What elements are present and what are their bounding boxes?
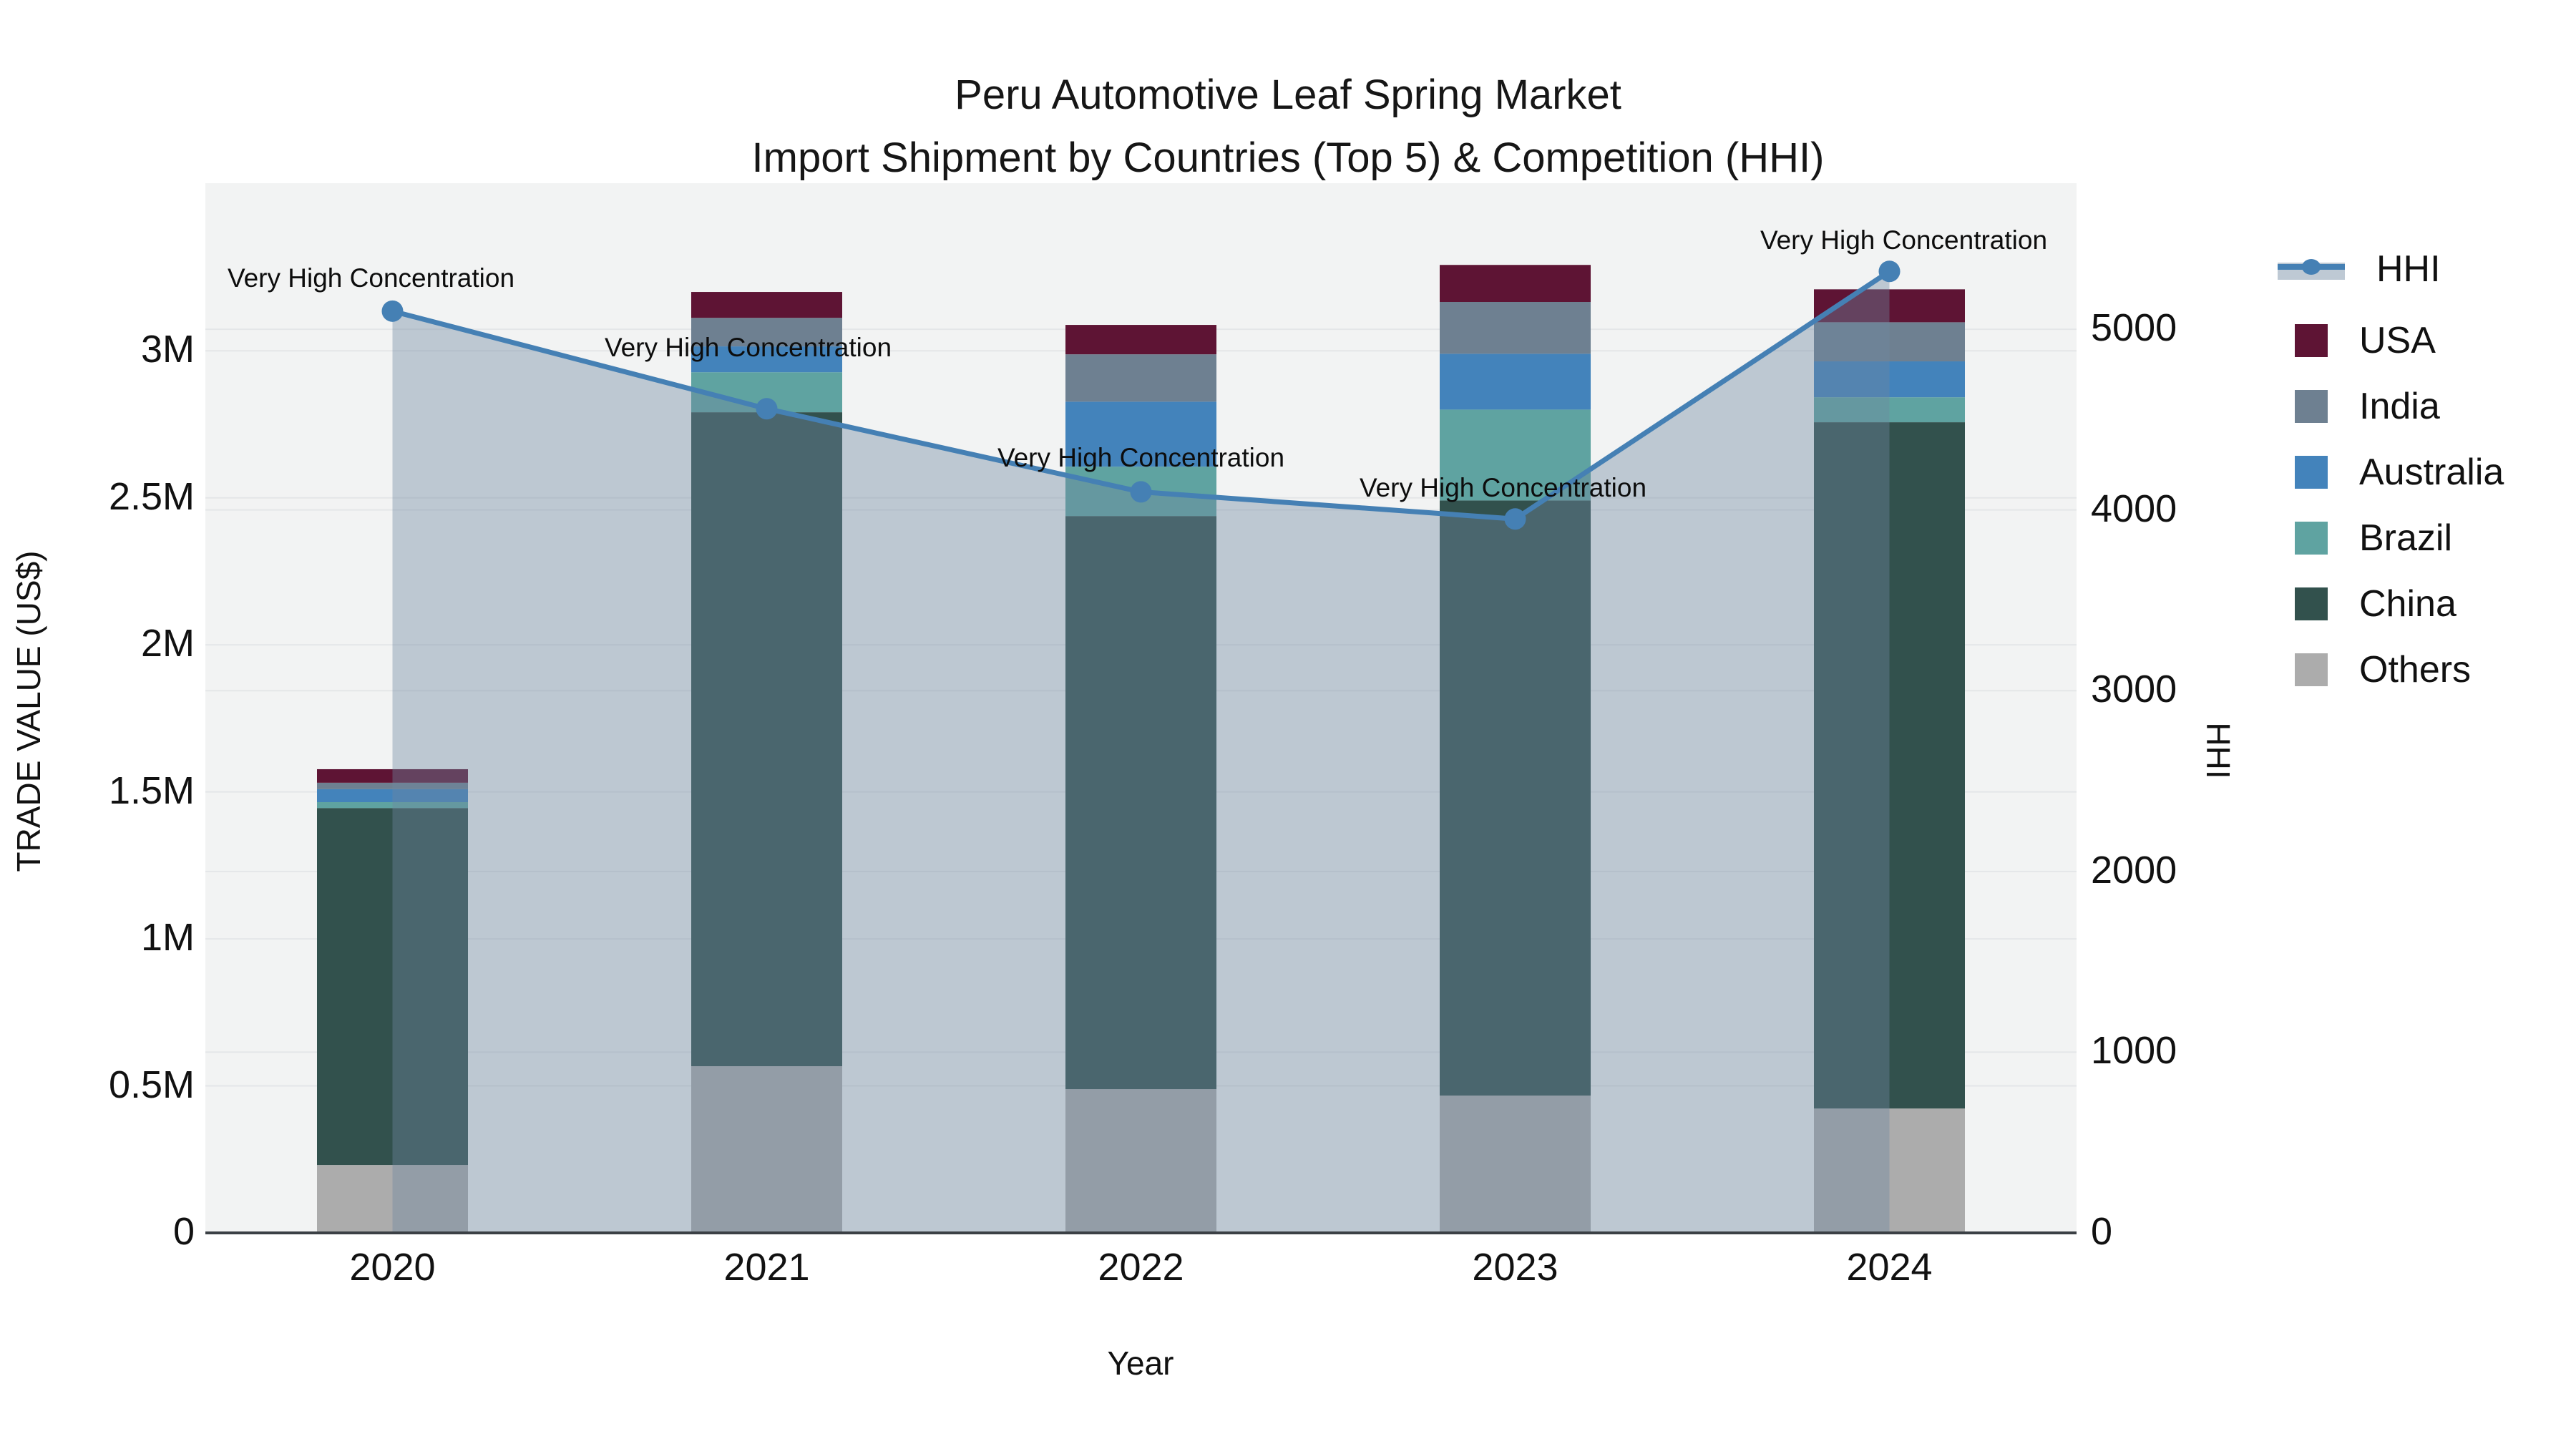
bar-segment-india-2024 [1814,322,1965,362]
legend-item-usa[interactable]: USA [2278,308,2436,374]
legend-label-australia: Australia [2359,452,2504,493]
x-tick-2022: 2022 [1098,1246,1184,1289]
legend-item-brazil[interactable]: Brazil [2278,505,2452,571]
bar-segment-india-2023 [1440,302,1591,354]
hhi-legend-icon [2278,259,2345,280]
bar-segment-others-2020 [317,1165,468,1233]
y-right-tick-1000: 1000 [2091,1029,2177,1073]
y-left-tick-3M: 3M [140,328,195,371]
bar-segment-usa-2022 [1065,325,1216,355]
x-axis-title: Year [1107,1345,1174,1382]
y-left-tick-0: 0 [172,1210,195,1253]
y-left-tick-1.5M: 1.5M [108,769,195,812]
chart-title-line2: Import Shipment by Countries (Top 5) & C… [751,135,1825,181]
x-tick-2023: 2023 [1472,1246,1558,1289]
legend-label-india: India [2359,386,2440,427]
annotation-2021: Very High Concentration [604,333,892,363]
hhi-marker-2024 [1878,260,1901,283]
legend-item-hhi[interactable]: HHI [2278,236,2441,302]
bar-segment-others-2024 [1814,1108,1965,1233]
x-tick-2024: 2024 [1846,1246,1933,1289]
bar-segment-india-2022 [1065,354,1216,402]
bar-segment-australia-2024 [1814,361,1965,398]
bar-segment-brazil-2024 [1814,397,1965,423]
legend-label-usa: USA [2359,320,2436,361]
y-right-tick-2000: 2000 [2091,848,2177,892]
bar-segment-usa-2021 [691,292,842,318]
legend-label-brazil: Brazil [2359,517,2453,559]
bar-segment-others-2023 [1440,1096,1591,1233]
y-axis-title-right: HHI [2200,722,2237,779]
hhi-marker-2021 [756,398,778,420]
bar-segment-brazil-2020 [317,801,468,809]
legend-item-others[interactable]: Others [2278,637,2471,703]
y-left-tick-2M: 2M [140,622,195,665]
bar-segment-india-2020 [317,782,468,789]
legend-swatch-australia [2295,456,2328,489]
y-left-tick-2.5M: 2.5M [108,474,195,518]
bar-segment-others-2021 [691,1066,842,1233]
legend-swatch-china [2295,587,2328,620]
legend-swatch-others [2295,653,2328,686]
y-right-tick-3000: 3000 [2091,668,2177,711]
legend-label-china: China [2359,583,2457,625]
legend-label-others: Others [2359,649,2472,691]
legend-swatch-brazil [2295,522,2328,555]
y-right-tick-0: 0 [2091,1210,2113,1253]
legend-item-india[interactable]: India [2278,374,2440,439]
bar-segment-australia-2022 [1065,401,1216,467]
hhi-marker-2023 [1504,508,1526,530]
x-tick-2021: 2021 [723,1246,810,1289]
legend-label-hhi: HHI [2376,248,2441,290]
annotation-2024: Very High Concentration [1760,225,2048,255]
bar-segment-china-2023 [1440,500,1591,1096]
bar-segment-india-2021 [691,318,842,347]
y-left-tick-1M: 1M [140,916,195,960]
legend-swatch-india [2295,390,2328,423]
y-right-tick-4000: 4000 [2091,487,2177,530]
bar-segment-australia-2023 [1440,353,1591,410]
chart-title-line1: Peru Automotive Leaf Spring Market [955,72,1621,118]
legend-item-australia[interactable]: Australia [2278,439,2504,505]
bar-segment-usa-2023 [1440,265,1591,303]
hhi-marker-2022 [1130,481,1152,503]
bar-segment-australia-2020 [317,789,468,802]
bar-segment-china-2021 [691,412,842,1067]
annotation-2020: Very High Concentration [227,263,515,293]
y-axis-title-left: TRADE VALUE (US$) [10,550,47,872]
legend-item-china[interactable]: China [2278,571,2457,637]
annotation-2022: Very High Concentration [997,443,1285,473]
annotation-2023: Very High Concentration [1359,473,1647,503]
bar-segment-others-2022 [1065,1089,1216,1233]
y-right-tick-5000: 5000 [2091,306,2177,350]
bar-segment-australia-2021 [691,346,842,373]
bar-segment-china-2024 [1814,422,1965,1109]
bar-segment-china-2022 [1065,516,1216,1090]
hhi-area-fill [392,271,1890,1233]
legend-swatch-usa [2295,324,2328,357]
bar-segment-china-2020 [317,808,468,1166]
y-left-tick-0.5M: 0.5M [108,1063,195,1106]
bar-segment-usa-2020 [317,769,468,783]
x-tick-2020: 2020 [349,1246,436,1289]
hhi-marker-2020 [381,300,404,322]
